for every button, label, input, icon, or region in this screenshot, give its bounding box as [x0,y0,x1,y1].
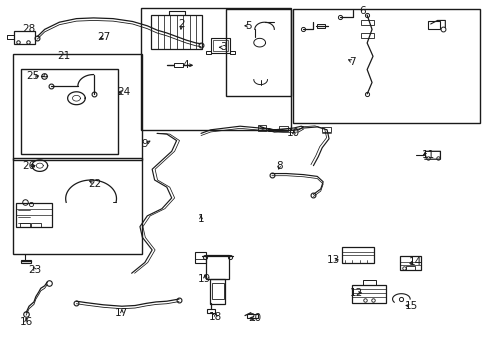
Bar [322,127,331,132]
Text: 4: 4 [182,60,189,70]
Bar [342,247,373,263]
Text: 9: 9 [142,139,148,149]
Text: 10: 10 [287,129,300,138]
Bar [406,266,415,270]
Text: 7: 7 [349,57,356,67]
Text: 11: 11 [421,150,435,160]
Bar [151,15,202,49]
Text: 12: 12 [350,288,363,298]
Text: 26: 26 [23,161,36,171]
Bar [21,69,118,154]
Text: 3: 3 [220,42,226,52]
Bar [13,54,143,160]
Bar [206,51,211,54]
Text: 14: 14 [408,257,422,267]
Text: 6: 6 [359,6,366,17]
Text: 18: 18 [209,312,222,322]
Text: 24: 24 [117,87,130,97]
Bar [213,40,228,51]
Bar [361,33,373,39]
Text: 21: 21 [58,51,71,61]
Text: 28: 28 [23,24,36,35]
Bar [206,255,229,279]
Text: 1: 1 [197,215,204,224]
Text: 25: 25 [26,71,39,81]
Bar [21,260,31,263]
Bar [352,285,386,303]
Text: 5: 5 [245,21,252,31]
Bar [174,63,183,67]
Bar [226,9,291,96]
Bar [400,256,421,270]
Bar [211,39,230,53]
Text: 22: 22 [88,179,101,189]
Bar [247,315,258,318]
Bar [361,20,373,25]
Text: 20: 20 [248,313,261,323]
Bar [142,8,292,130]
Bar [16,203,51,226]
Text: 17: 17 [115,309,128,318]
Text: 13: 13 [326,255,340,265]
Text: 8: 8 [276,161,283,171]
Bar [363,280,376,285]
Bar [258,126,267,131]
Bar [230,51,235,54]
Bar [207,309,215,313]
Bar [14,31,35,44]
Bar [195,252,206,263]
Bar [293,9,480,123]
Text: 27: 27 [98,32,111,41]
Bar [428,22,441,30]
Text: 19: 19 [198,274,212,284]
Bar [212,283,223,299]
Text: 23: 23 [28,265,42,275]
Bar [210,279,225,304]
Bar [318,24,325,28]
Text: 16: 16 [20,317,33,327]
Bar [20,223,30,227]
Bar [13,158,143,253]
Text: 15: 15 [405,301,418,311]
Bar [279,126,288,131]
Text: 2: 2 [178,19,185,29]
Bar [31,223,41,227]
